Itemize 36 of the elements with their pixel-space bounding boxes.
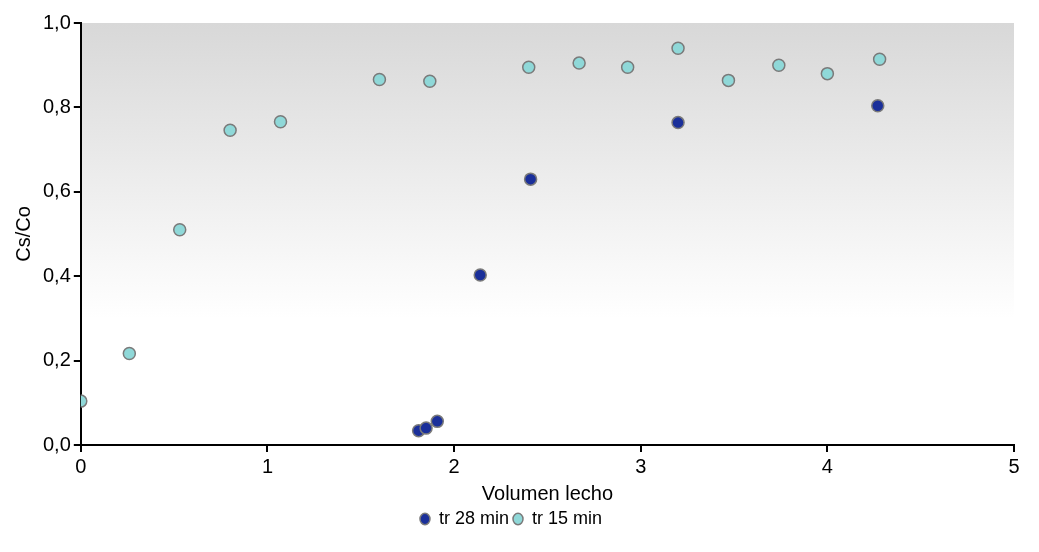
y-axis-title: Cs/Co [11, 206, 34, 262]
point [423, 74, 437, 88]
point [871, 98, 885, 113]
x-tick-label: 3 [635, 454, 647, 477]
y-tick-label: 1,0 [42, 10, 71, 33]
y-tick-label: 0,0 [42, 432, 71, 455]
x-tick-label: 2 [448, 454, 460, 477]
legend-label: tr 15 min [532, 507, 603, 528]
point [419, 421, 433, 435]
point [721, 73, 736, 88]
x-tick-label: 0 [75, 454, 87, 477]
point [473, 268, 487, 282]
legend-label: tr 28 min [438, 507, 510, 528]
point [671, 115, 685, 130]
x-tick-label: 4 [821, 454, 833, 477]
point [572, 56, 586, 70]
point [872, 52, 887, 67]
y-tick-label: 0,6 [42, 179, 71, 202]
point [372, 72, 387, 87]
point [172, 223, 187, 237]
x-axis-title: Volumen lecho [481, 481, 613, 504]
x-tick-label: 1 [261, 454, 273, 477]
point [223, 123, 237, 137]
point [620, 60, 635, 75]
point [772, 58, 786, 72]
point [430, 414, 445, 429]
point [273, 115, 288, 129]
point [122, 346, 137, 361]
y-tick-label: 0,8 [42, 94, 71, 117]
point [671, 41, 685, 56]
x-tick-label: 5 [1008, 454, 1020, 477]
point [820, 66, 835, 81]
point [523, 172, 538, 186]
y-tick-label: 0,4 [42, 263, 71, 286]
y-tick-label: 0,2 [42, 348, 71, 371]
point [521, 60, 536, 75]
